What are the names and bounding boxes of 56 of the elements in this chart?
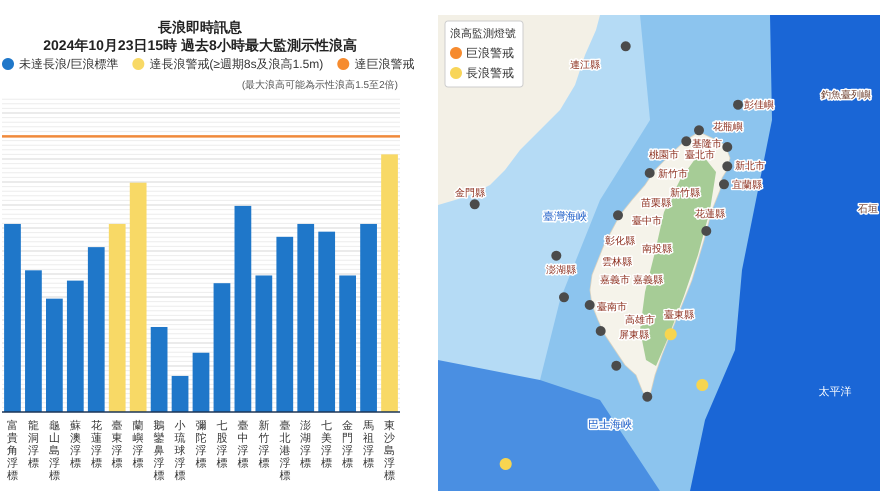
- text: 花蓮縣: [695, 208, 725, 220]
- x-tick-label: 東沙島浮標: [384, 419, 396, 482]
- text: 石垣: [858, 203, 878, 215]
- text: 南投縣: [642, 243, 672, 255]
- x-tick-label: 蘇澳浮標: [70, 419, 81, 470]
- x-tick-label: 小琉球浮標: [174, 419, 186, 482]
- legend-label: 長浪警戒: [466, 66, 514, 80]
- text: 臺灣海峽: [543, 210, 587, 223]
- text: 宜蘭縣: [732, 179, 762, 191]
- text: 臺東縣: [664, 309, 694, 321]
- legend-label: 巨浪警戒: [466, 46, 514, 60]
- legend-label: 達長浪警戒(≥週期8s及浪高1.5m): [149, 57, 324, 71]
- text: 彭佳嶼: [744, 99, 774, 111]
- text: 嘉義市: [600, 274, 630, 286]
- text: (最大浪高可能為示性浪高1.5至2倍): [242, 79, 398, 91]
- x-tick-label: 新竹浮標: [258, 419, 270, 470]
- text: 桃園市: [649, 149, 679, 161]
- text: 連江縣: [570, 59, 600, 71]
- legend-title: 浪高監測燈號: [450, 27, 516, 40]
- x-tick-label: 富貴角浮標: [6, 419, 18, 482]
- x-tick-label: 馬祖浮標: [362, 420, 374, 470]
- text: 嘉義縣: [633, 274, 663, 286]
- text: 金門縣: [455, 187, 485, 199]
- x-tick-label: 臺東浮標: [112, 419, 123, 470]
- x-tick-label: 花蓮浮標: [90, 419, 102, 470]
- text: 基隆市: [692, 138, 722, 150]
- x-tick-label: 澎湖浮標: [300, 419, 312, 470]
- text: 臺中市: [632, 215, 662, 227]
- chart-subtitle: 2024年10月23日15時 過去8小時最大監測示性浪高: [43, 37, 357, 53]
- text: 雲林縣: [602, 256, 632, 268]
- text: 屏東縣: [619, 329, 649, 341]
- x-tick-label: 金門浮標: [342, 420, 354, 470]
- x-tick-label: 鵝鑾鼻浮標: [154, 419, 165, 482]
- x-tick-label: 龜山島浮標: [48, 420, 60, 482]
- chart-title: 長浪即時訊息: [157, 19, 243, 35]
- text: 新竹市: [658, 168, 688, 180]
- text: 苗栗縣: [641, 197, 671, 209]
- x-tick-label: 臺北港浮標: [279, 419, 290, 482]
- x-tick-label: 蘭嶼浮標: [132, 419, 144, 470]
- text: 花瓶嶼: [713, 121, 743, 133]
- text: 新北市: [735, 160, 765, 172]
- text: 新竹縣: [670, 187, 700, 199]
- x-tick-label: 七美浮標: [321, 419, 332, 470]
- x-tick-label: 臺中浮標: [237, 419, 248, 470]
- text: 澎湖縣: [546, 264, 576, 276]
- text: 太平洋: [818, 385, 852, 398]
- x-tick-label: 龍洞浮標: [28, 419, 39, 470]
- x-tick-label: 七股浮標: [216, 419, 228, 470]
- legend-label: 未達長浪/巨浪標準: [19, 57, 118, 71]
- text: 彰化縣: [605, 235, 635, 247]
- text: 臺南市: [597, 301, 627, 313]
- text: 釣魚臺列嶼: [821, 89, 871, 101]
- text: 臺北市: [685, 149, 715, 161]
- x-tick-label: 彌陀浮標: [196, 420, 206, 470]
- legend-label: 達巨浪警戒: [354, 57, 414, 71]
- text: 高雄市: [625, 314, 655, 326]
